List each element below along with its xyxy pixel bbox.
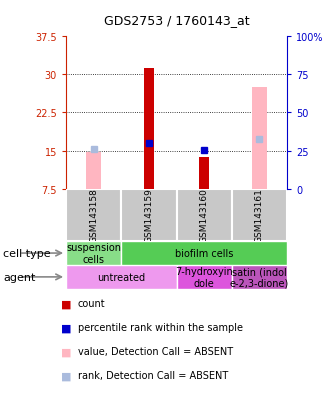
Bar <box>177 189 232 242</box>
Text: count: count <box>78 299 105 309</box>
Bar <box>121 242 287 265</box>
Text: ■: ■ <box>61 299 71 309</box>
Text: percentile rank within the sample: percentile rank within the sample <box>78 323 243 332</box>
Bar <box>66 189 121 242</box>
Bar <box>121 189 177 242</box>
Text: 7-hydroxyin
dole: 7-hydroxyin dole <box>175 266 233 288</box>
Text: GSM143161: GSM143161 <box>255 188 264 243</box>
Bar <box>66 265 177 289</box>
Text: GDS2753 / 1760143_at: GDS2753 / 1760143_at <box>104 14 249 27</box>
Text: untreated: untreated <box>97 272 145 282</box>
Text: ■: ■ <box>61 323 71 332</box>
Bar <box>199 157 209 189</box>
Text: satin (indol
e-2,3-dione): satin (indol e-2,3-dione) <box>230 266 289 288</box>
Bar <box>232 189 287 242</box>
Bar <box>252 88 267 189</box>
Text: GSM143158: GSM143158 <box>89 188 98 243</box>
Text: cell type: cell type <box>3 249 51 259</box>
Bar <box>177 265 232 289</box>
Text: GSM143159: GSM143159 <box>145 188 153 243</box>
Text: biofilm cells: biofilm cells <box>175 249 233 259</box>
Bar <box>144 69 154 189</box>
Bar <box>86 152 101 189</box>
Bar <box>232 265 287 289</box>
Bar <box>66 242 121 265</box>
Text: GSM143160: GSM143160 <box>200 188 209 243</box>
Text: rank, Detection Call = ABSENT: rank, Detection Call = ABSENT <box>78 370 228 380</box>
Text: value, Detection Call = ABSENT: value, Detection Call = ABSENT <box>78 347 233 356</box>
Text: ■: ■ <box>61 347 71 356</box>
Text: ■: ■ <box>61 370 71 380</box>
Text: agent: agent <box>3 272 36 282</box>
Text: suspension
cells: suspension cells <box>66 243 121 264</box>
